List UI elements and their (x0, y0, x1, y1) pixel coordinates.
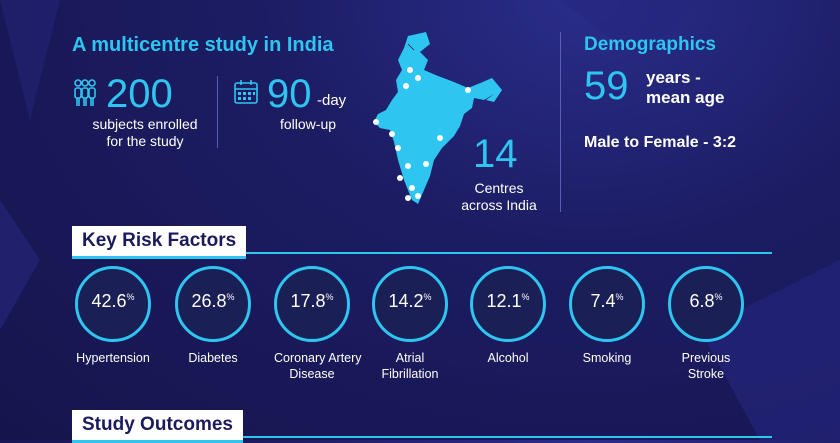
risk-factor-label: Atrial Fibrillation (381, 351, 439, 381)
percentage-ring: 26.8% (175, 266, 251, 342)
risk-factor-item: 26.8% Diabetes (175, 266, 251, 366)
divider (217, 76, 218, 148)
risk-factor-label: Diabetes (188, 351, 238, 365)
risk-factor-value: 6.8% (689, 291, 723, 311)
section-rule (72, 436, 772, 438)
section-rule (72, 252, 772, 254)
divider (560, 32, 561, 212)
mean-age-label-line2: mean age (646, 88, 725, 107)
risk-factor-item: 14.2% Atrial Fibrillation (372, 266, 448, 382)
risk-factor-value: 12.1% (486, 291, 530, 311)
page-title: A multicentre study in India (72, 34, 334, 56)
percentage-ring: 6.8% (668, 266, 744, 342)
centres-label-line1: Centres (474, 180, 524, 196)
percentage-ring: 17.8% (274, 266, 350, 342)
risk-factor-item: 12.1% Alcohol (470, 266, 546, 366)
percentage-ring: 14.2% (372, 266, 448, 342)
centres-count: 14 (473, 132, 518, 176)
risk-factor-value: 7.4% (590, 291, 624, 311)
gender-ratio: Male to Female - 3:2 (584, 134, 737, 151)
risk-factor-value: 26.8% (191, 291, 235, 311)
risk-factor-value: 14.2% (388, 291, 432, 311)
risk-factor-value: 42.6% (91, 291, 135, 311)
centres-label-line2: across India (461, 197, 537, 213)
centres-label: Centres across India (449, 180, 549, 214)
risk-factor-label: Hypertension (76, 351, 150, 365)
risk-factor-label: Smoking (582, 351, 632, 365)
followup-days: 90 (267, 72, 312, 116)
risk-factor-value: 17.8% (290, 291, 334, 311)
mean-age-label: years - mean age (646, 68, 724, 108)
risk-factor-item: 17.8% Coronary Artery Disease (274, 266, 362, 382)
percentage-ring: 42.6% (75, 266, 151, 342)
followup-suffix: -day (317, 92, 347, 109)
subjects-label-line2: for the study (106, 133, 184, 149)
mean-age-label-line1: years - (646, 68, 701, 87)
india-map (373, 30, 502, 204)
risk-factor-label: Alcohol (487, 351, 529, 365)
risk-factor-item: 6.8% Previous Stroke (668, 266, 744, 382)
people-icon (74, 79, 96, 106)
calendar-icon (234, 80, 258, 104)
followup-label: follow-up (279, 116, 337, 132)
subjects-count: 200 (106, 72, 173, 116)
study-outcomes-heading: Study Outcomes (72, 410, 243, 443)
demographics-title: Demographics (584, 34, 716, 55)
subjects-label-line1: subjects enrolled (92, 116, 198, 132)
percentage-ring: 12.1% (470, 266, 546, 342)
percentage-ring: 7.4% (569, 266, 645, 342)
subjects-label: subjects enrolled for the study (80, 116, 210, 150)
risk-factor-item: 7.4% Smoking (569, 266, 645, 366)
risk-factor-label: Coronary Artery Disease (274, 351, 362, 381)
risk-factor-item: 42.6% Hypertension (75, 266, 151, 366)
risk-factor-label: Previous Stroke (681, 351, 731, 381)
mean-age: 59 (584, 64, 629, 108)
key-risk-factors-heading: Key Risk Factors (72, 226, 247, 259)
